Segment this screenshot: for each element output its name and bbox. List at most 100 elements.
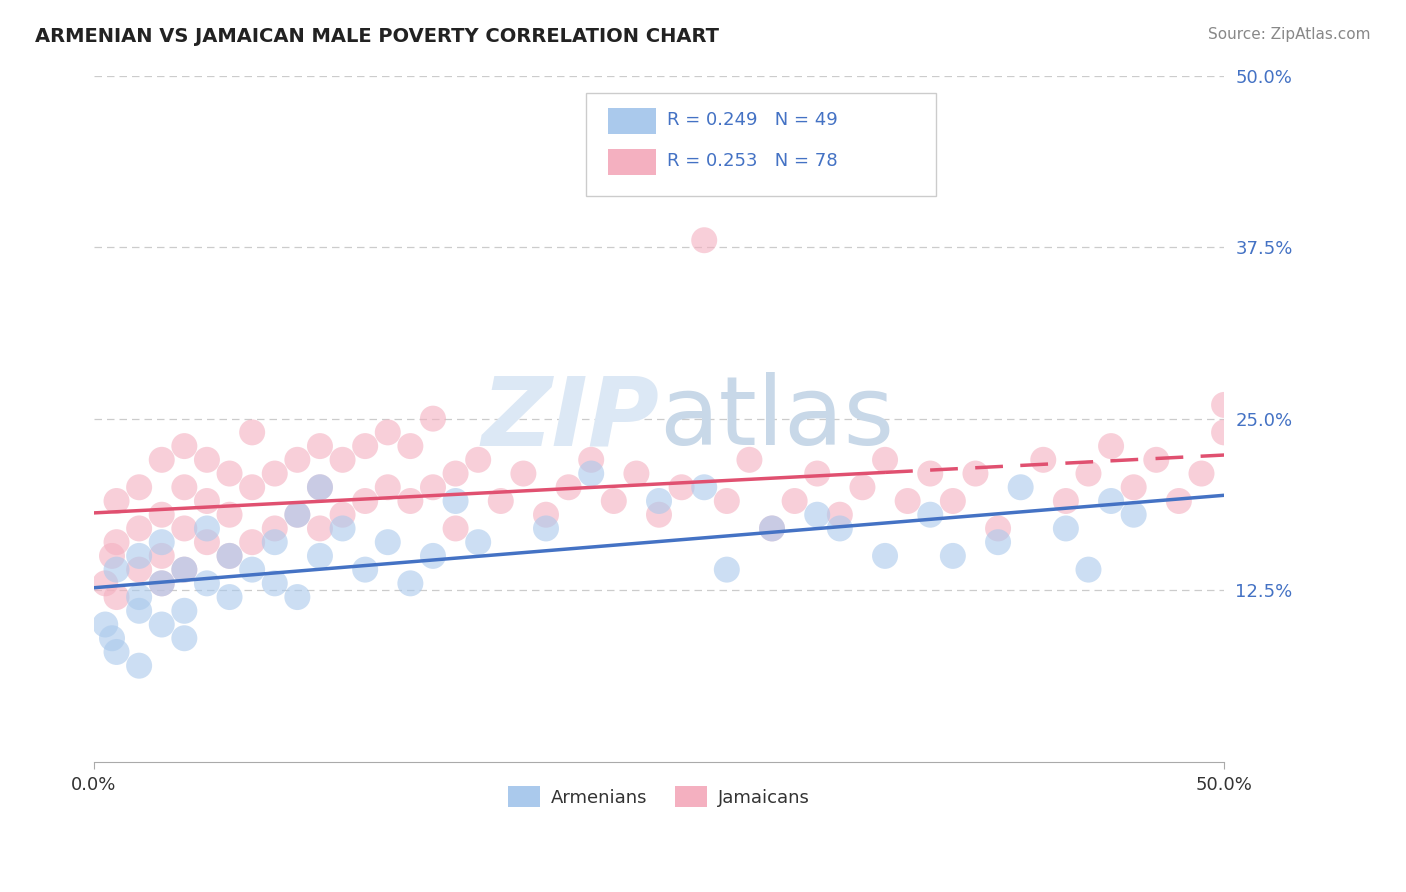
Point bbox=[263, 535, 285, 549]
Point bbox=[309, 480, 332, 494]
Point bbox=[150, 549, 173, 563]
Point bbox=[1054, 521, 1077, 535]
Point bbox=[128, 480, 150, 494]
Point bbox=[1167, 494, 1189, 508]
Point bbox=[444, 467, 467, 481]
Point bbox=[761, 521, 783, 535]
Point bbox=[240, 535, 263, 549]
Point bbox=[444, 494, 467, 508]
Point bbox=[1099, 494, 1122, 508]
Point bbox=[240, 563, 263, 577]
Point bbox=[1191, 467, 1213, 481]
Text: ZIP: ZIP bbox=[481, 372, 659, 465]
Point bbox=[128, 563, 150, 577]
Point bbox=[828, 508, 851, 522]
Point bbox=[716, 563, 738, 577]
Text: Source: ZipAtlas.com: Source: ZipAtlas.com bbox=[1208, 27, 1371, 42]
Point bbox=[173, 563, 195, 577]
Point bbox=[579, 467, 602, 481]
Point bbox=[173, 563, 195, 577]
Text: ARMENIAN VS JAMAICAN MALE POVERTY CORRELATION CHART: ARMENIAN VS JAMAICAN MALE POVERTY CORREL… bbox=[35, 27, 718, 45]
Point bbox=[105, 590, 128, 604]
Point bbox=[240, 425, 263, 440]
Point bbox=[128, 604, 150, 618]
Point bbox=[218, 549, 240, 563]
Point bbox=[354, 494, 377, 508]
Point bbox=[105, 535, 128, 549]
Point bbox=[354, 563, 377, 577]
Point bbox=[105, 645, 128, 659]
Point bbox=[873, 452, 896, 467]
Point bbox=[603, 494, 626, 508]
Point bbox=[512, 467, 534, 481]
Point bbox=[648, 494, 671, 508]
Legend: Armenians, Jamaicans: Armenians, Jamaicans bbox=[501, 780, 817, 814]
Point bbox=[422, 480, 444, 494]
Point bbox=[579, 452, 602, 467]
Point bbox=[173, 521, 195, 535]
Point bbox=[263, 467, 285, 481]
Point bbox=[534, 521, 557, 535]
Point bbox=[309, 549, 332, 563]
Point bbox=[285, 508, 308, 522]
Point bbox=[309, 480, 332, 494]
Point bbox=[377, 480, 399, 494]
Point bbox=[873, 549, 896, 563]
Text: atlas: atlas bbox=[659, 372, 894, 465]
Point bbox=[1054, 494, 1077, 508]
Point bbox=[218, 467, 240, 481]
Point bbox=[195, 535, 218, 549]
Point bbox=[1032, 452, 1054, 467]
Point bbox=[94, 576, 117, 591]
Point bbox=[285, 452, 308, 467]
Point bbox=[965, 467, 987, 481]
Point bbox=[761, 521, 783, 535]
Point bbox=[377, 535, 399, 549]
Point bbox=[626, 467, 648, 481]
Point bbox=[693, 233, 716, 247]
Point bbox=[399, 576, 422, 591]
Point bbox=[285, 508, 308, 522]
Point bbox=[150, 508, 173, 522]
Point bbox=[806, 467, 828, 481]
Point bbox=[240, 480, 263, 494]
Point bbox=[150, 576, 173, 591]
Text: R = 0.253   N = 78: R = 0.253 N = 78 bbox=[666, 153, 838, 170]
Point bbox=[828, 521, 851, 535]
Point bbox=[1213, 425, 1236, 440]
Point bbox=[332, 521, 354, 535]
Point bbox=[648, 508, 671, 522]
Point bbox=[105, 563, 128, 577]
Point bbox=[1099, 439, 1122, 453]
Point bbox=[173, 480, 195, 494]
Point bbox=[987, 535, 1010, 549]
Point bbox=[1122, 508, 1144, 522]
Point bbox=[128, 658, 150, 673]
Point bbox=[309, 521, 332, 535]
Point bbox=[489, 494, 512, 508]
Point bbox=[1144, 452, 1167, 467]
Point bbox=[422, 411, 444, 425]
Point bbox=[128, 549, 150, 563]
Point bbox=[1010, 480, 1032, 494]
Point bbox=[195, 494, 218, 508]
Point bbox=[263, 521, 285, 535]
Point bbox=[942, 549, 965, 563]
Point bbox=[897, 494, 920, 508]
Point bbox=[557, 480, 579, 494]
Point bbox=[444, 521, 467, 535]
Point bbox=[101, 549, 124, 563]
Point bbox=[354, 439, 377, 453]
Point bbox=[218, 508, 240, 522]
Point bbox=[783, 494, 806, 508]
Point bbox=[101, 632, 124, 646]
Point bbox=[399, 439, 422, 453]
Point bbox=[309, 439, 332, 453]
Point bbox=[105, 494, 128, 508]
Point bbox=[1122, 480, 1144, 494]
Point bbox=[422, 549, 444, 563]
Point bbox=[693, 480, 716, 494]
Point bbox=[332, 452, 354, 467]
FancyBboxPatch shape bbox=[585, 93, 936, 195]
Point bbox=[128, 590, 150, 604]
